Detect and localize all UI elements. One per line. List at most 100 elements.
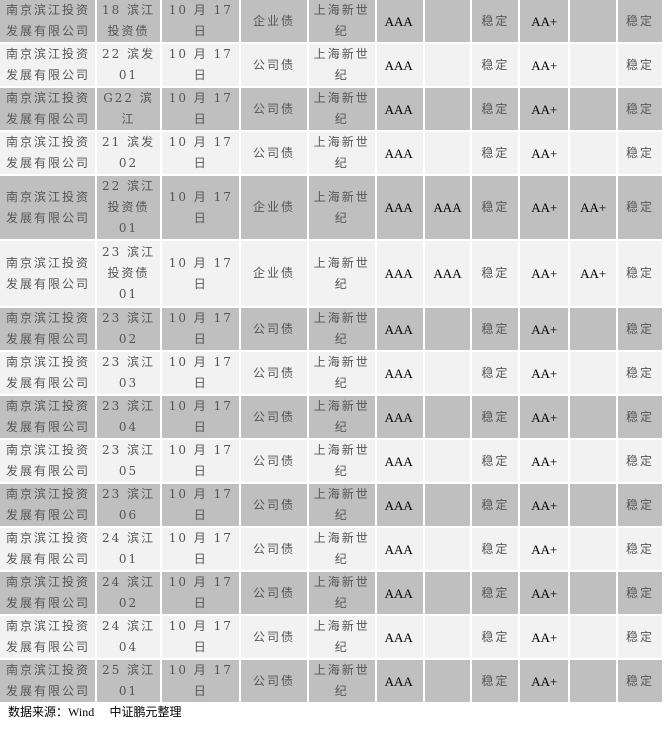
table-cell: 23 滨江 02	[96, 308, 161, 350]
table-cell	[424, 88, 471, 130]
table-cell: 25 滨江 01	[96, 660, 161, 702]
table-cell: 23 滨江 03	[96, 352, 161, 394]
table-cell: AAA	[376, 0, 423, 42]
table-cell: 上海新世 纪	[308, 44, 375, 86]
table-cell: AA+	[520, 616, 569, 658]
table-cell: AAA	[376, 396, 423, 438]
source-name: Wind	[68, 705, 95, 719]
table-cell: 24 滨江 04	[96, 616, 161, 658]
table-cell: 10 月 17 日	[162, 352, 240, 394]
table-cell: AA+	[520, 484, 569, 526]
table-cell: 稳定	[472, 440, 519, 482]
table-cell: 10 月 17 日	[162, 44, 240, 86]
table-cell: 稳定	[618, 44, 662, 86]
table-cell	[570, 484, 617, 526]
table-cell: 稳定	[618, 660, 662, 702]
table-cell	[424, 572, 471, 614]
table-cell: 上海新世 纪	[308, 660, 375, 702]
table-cell: AAA	[376, 88, 423, 130]
table-cell: 18 滨江 投资债	[96, 0, 161, 42]
table-cell	[424, 616, 471, 658]
table-cell: 稳定	[618, 308, 662, 350]
table-cell: 公司债	[241, 44, 307, 86]
table-cell	[570, 308, 617, 350]
table-cell: 22 滨江 投资债 01	[96, 176, 161, 239]
table-cell	[570, 528, 617, 570]
table-cell: 公司债	[241, 660, 307, 702]
table-cell: 公司债	[241, 308, 307, 350]
rating-table: 南京滨江投资 发展有限公司 18 滨江 投资债 10 月 17 日企业债 上海新世 纪…	[0, 0, 662, 702]
table-cell: 南京滨江投资 发展有限公司	[0, 0, 95, 42]
table-cell: 企业债	[241, 176, 307, 239]
table-cell: 企业债	[241, 241, 307, 306]
table-cell	[570, 660, 617, 702]
table-cell: 22 滨发 01	[96, 44, 161, 86]
table-cell	[570, 440, 617, 482]
table-cell	[424, 44, 471, 86]
table-cell: AA+	[520, 308, 569, 350]
table-cell: 上海新世 纪	[308, 440, 375, 482]
table-cell: 南京滨江投资 发展有限公司	[0, 660, 95, 702]
table-cell	[570, 88, 617, 130]
table-cell: 上海新世 纪	[308, 88, 375, 130]
table-row: 南京滨江投资 发展有限公司 23 滨江 投资债 01 10 月 17 日企业债 上海新…	[0, 241, 662, 306]
table-row: 南京滨江投资 发展有限公司 18 滨江 投资债 10 月 17 日企业债 上海新世 纪…	[0, 0, 662, 42]
table-cell: AA+	[570, 176, 617, 239]
table-cell	[424, 396, 471, 438]
table-cell: 24 滨江 01	[96, 528, 161, 570]
table-cell: G22 滨江	[96, 88, 161, 130]
table-cell: AA+	[520, 44, 569, 86]
table-cell: 稳定	[618, 0, 662, 42]
table-cell	[424, 352, 471, 394]
table-cell: AA+	[520, 528, 569, 570]
table-cell	[570, 352, 617, 394]
table-cell: AAA	[376, 484, 423, 526]
table-cell: 稳定	[472, 308, 519, 350]
table-cell: 上海新世 纪	[308, 308, 375, 350]
table-cell: 南京滨江投资 发展有限公司	[0, 241, 95, 306]
table-cell: 南京滨江投资 发展有限公司	[0, 528, 95, 570]
table-cell: AAA	[376, 660, 423, 702]
table-cell	[424, 132, 471, 174]
table-cell: 稳定	[472, 241, 519, 306]
table-cell: 南京滨江投资 发展有限公司	[0, 396, 95, 438]
table-cell: 稳定	[618, 176, 662, 239]
table-cell	[424, 0, 471, 42]
table-cell: 南京滨江投资 发展有限公司	[0, 572, 95, 614]
table-cell: 10 月 17 日	[162, 616, 240, 658]
table-cell: 公司债	[241, 132, 307, 174]
table-cell: 公司债	[241, 440, 307, 482]
table-cell: 南京滨江投资 发展有限公司	[0, 308, 95, 350]
table-row: 南京滨江投资 发展有限公司 G22 滨江 10 月 17 日公司债 上海新世 纪 AAA…	[0, 88, 662, 130]
table-cell: 南京滨江投资 发展有限公司	[0, 352, 95, 394]
table-cell: AA+	[520, 660, 569, 702]
table-cell: 10 月 17 日	[162, 572, 240, 614]
table-cell: 23 滨江 05	[96, 440, 161, 482]
table-cell: 稳定	[618, 352, 662, 394]
table-cell: 公司债	[241, 572, 307, 614]
table-cell: AAA	[376, 308, 423, 350]
table-cell: 稳定	[472, 660, 519, 702]
table-cell: AA+	[520, 440, 569, 482]
table-cell	[424, 528, 471, 570]
table-cell: 稳定	[618, 396, 662, 438]
table-cell: 上海新世 纪	[308, 241, 375, 306]
table-cell: 10 月 17 日	[162, 88, 240, 130]
table-cell: 南京滨江投资 发展有限公司	[0, 440, 95, 482]
table-cell: AAA	[376, 176, 423, 239]
table-cell: AA+	[520, 176, 569, 239]
table-cell: 10 月 17 日	[162, 132, 240, 174]
table-cell: AAA	[376, 528, 423, 570]
table-cell	[570, 616, 617, 658]
table-cell: 上海新世 纪	[308, 352, 375, 394]
table-cell: 10 月 17 日	[162, 0, 240, 42]
table-cell: AA+	[520, 88, 569, 130]
table-cell: AA+	[520, 572, 569, 614]
table-cell: 稳定	[472, 0, 519, 42]
